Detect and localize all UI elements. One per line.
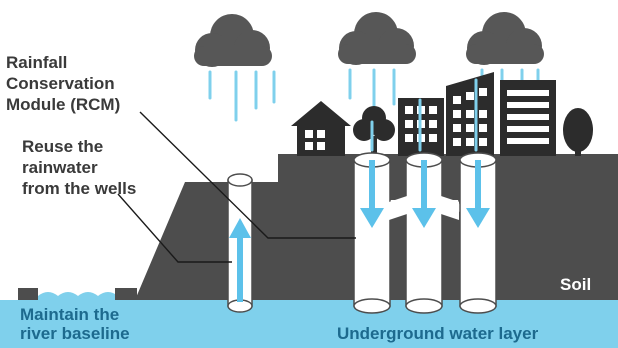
tree-icon-right (563, 108, 593, 156)
reuse-label-line1: Reuse the (22, 137, 104, 156)
rcm-wells (353, 152, 497, 314)
river-bank-right (115, 288, 137, 300)
baseline-label-line2: river baseline (20, 324, 130, 343)
reuse-well (227, 173, 253, 313)
soil-label: Soil (560, 275, 592, 294)
river-wave (18, 292, 118, 300)
cloud-right (466, 12, 544, 65)
reuse-label-line3: from the wells (22, 179, 137, 198)
cloud-left (194, 14, 272, 67)
baseline-label-line1: Maintain the (20, 305, 120, 324)
rain-over-city (370, 78, 478, 152)
tree-icon (353, 106, 395, 156)
rcm-label-line3: Module (RCM) (6, 95, 121, 114)
reuse-leader-line (117, 193, 232, 263)
cloud-middle (338, 12, 416, 65)
rcm-leader-line (139, 111, 356, 239)
river-bank-left (18, 288, 38, 300)
reuse-label-line2: rainwater (22, 158, 98, 177)
river (18, 296, 130, 348)
underground-label: Underground water layer (337, 324, 539, 343)
tall-building-icon (446, 72, 494, 156)
rcm-label-line2: Conservation (6, 74, 115, 93)
house-icon (291, 101, 351, 156)
rcm-label-line1: Rainfall (6, 53, 68, 72)
office-building-icon (500, 80, 556, 156)
